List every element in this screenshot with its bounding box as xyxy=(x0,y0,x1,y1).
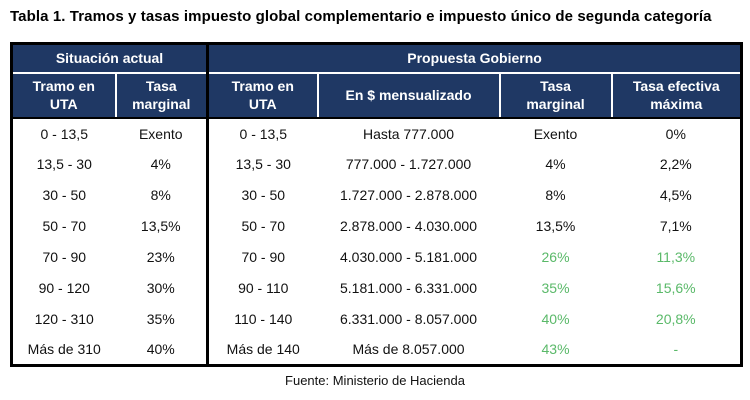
table-row: 13,5 - 30 4% 13,5 - 30 777.000 - 1.727.000 4… xyxy=(12,148,742,180)
cell-tasa-marginal-actual: 23% xyxy=(146,249,175,265)
column-header-tasa-efectiva-maxima: Tasa efectiva máxima xyxy=(610,72,742,119)
cell-tasa-efectiva-maxima: 15,6% xyxy=(655,280,696,296)
cell-tasa-efectiva-maxima: 7,1% xyxy=(659,218,692,234)
group-header-situacion-actual: Situación actual xyxy=(11,43,208,74)
cell-tramo-uta-actual: 70 - 90 xyxy=(42,249,87,265)
cell-tasa-efectiva-maxima: 2,2% xyxy=(659,156,692,172)
cell-tasa-marginal-actual: 35% xyxy=(146,311,175,327)
cell-tasa-marginal-actual: 13,5% xyxy=(140,218,181,234)
cell-tramo-uta-propuesta: 50 - 70 xyxy=(206,210,318,242)
cell-monto-mensualizado: Hasta 777.000 xyxy=(362,125,455,142)
table-body: 0 - 13,5 Exento 0 - 13,5 Hasta 777.000 Exent… xyxy=(12,117,742,366)
cell-tasa-marginal-propuesta: 26% xyxy=(541,249,570,265)
cell-tasa-marginal-propuesta: 35% xyxy=(541,280,570,296)
group-header-propuesta-gobierno: Propuesta Gobierno xyxy=(206,43,742,74)
source-note: Fuente: Ministerio de Hacienda xyxy=(285,373,465,388)
cell-tasa-marginal-propuesta: 4% xyxy=(545,156,566,172)
column-header-tramo-uta-actual: Tramo en UTA xyxy=(11,72,116,119)
cell-tasa-efectiva-maxima: 11,3% xyxy=(656,249,696,265)
cell-tramo-uta-propuesta: 110 - 140 xyxy=(206,303,318,335)
cell-tasa-efectiva-maxima: 4,5% xyxy=(659,187,692,203)
cell-tramo-uta-actual: Más de 310 xyxy=(27,341,101,358)
cell-tramo-uta-propuesta: 13,5 - 30 xyxy=(206,148,318,180)
cell-tasa-marginal-propuesta: 13,5% xyxy=(535,218,576,234)
cell-tasa-efectiva-maxima: 0% xyxy=(665,125,686,142)
cell-tramo-uta-actual: 30 - 50 xyxy=(42,187,87,203)
cell-tasa-marginal-actual: 4% xyxy=(150,156,171,172)
table-row: 120 - 310 35% 110 - 140 6.331.000 - 8.057.0… xyxy=(12,303,742,335)
table-header: Situación actual Propuesta Gobierno Tram… xyxy=(11,43,742,119)
cell-tramo-uta-propuesta: 90 - 110 xyxy=(206,272,318,304)
cell-tasa-marginal-propuesta: 8% xyxy=(545,187,566,203)
cell-tramo-uta-actual: 50 - 70 xyxy=(42,218,87,234)
cell-tramo-uta-actual: 13,5 - 30 xyxy=(36,156,92,172)
page-title: Tabla 1. Tramos y tasas impuesto global … xyxy=(10,8,712,25)
cell-tasa-marginal-propuesta: 43% xyxy=(541,341,570,358)
table-row: 90 - 120 30% 90 - 110 5.181.000 - 6.331.000… xyxy=(12,272,742,304)
cell-tasa-marginal-propuesta: 40% xyxy=(541,311,570,327)
cell-tasa-marginal-propuesta: Exento xyxy=(533,125,578,142)
column-header-row: Tramo en UTA Tasa marginal Tramo en UTA … xyxy=(11,72,742,119)
cell-monto-mensualizado: 2.878.000 - 4.030.000 xyxy=(340,218,478,234)
table-row: 70 - 90 23% 70 - 90 4.030.000 - 5.181.000 26… xyxy=(12,241,742,273)
cell-tramo-uta-propuesta: Más de 140 xyxy=(206,334,318,366)
cell-monto-mensualizado: 6.331.000 - 8.057.000 xyxy=(340,311,478,327)
column-header-tasa-marginal-propuesta: Tasa marginal xyxy=(498,72,612,119)
cell-monto-mensualizado: 4.030.000 - 5.181.000 xyxy=(340,249,478,265)
cell-tramo-uta-propuesta: 30 - 50 xyxy=(206,179,318,211)
cell-monto-mensualizado: 5.181.000 - 6.331.000 xyxy=(340,280,478,296)
table-row: 30 - 50 8% 30 - 50 1.727.000 - 2.878.000 8% 4… xyxy=(12,179,742,211)
column-header-monto-mensualizado: En $ mensualizado xyxy=(316,72,500,119)
cell-tasa-efectiva-maxima: - xyxy=(673,341,679,358)
cell-tasa-marginal-actual: 8% xyxy=(150,187,171,203)
column-header-tasa-marginal-actual: Tasa marginal xyxy=(114,72,208,119)
cell-tramo-uta-actual: 90 - 120 xyxy=(38,280,90,296)
table-row: Más de 310 40% Más de 140 Más de 8.057.000 4… xyxy=(12,334,742,366)
table-row: 50 - 70 13,5% 50 - 70 2.878.000 - 4.030.000… xyxy=(12,210,742,242)
table-row: 0 - 13,5 Exento 0 - 13,5 Hasta 777.000 Exent… xyxy=(12,117,742,149)
cell-tasa-marginal-actual: 40% xyxy=(146,341,175,358)
cell-tramo-uta-actual: 120 - 310 xyxy=(34,311,94,327)
cell-monto-mensualizado: 777.000 - 1.727.000 xyxy=(345,156,472,172)
column-header-tramo-uta-propuesta: Tramo en UTA xyxy=(206,72,318,119)
cell-tasa-marginal-actual: Exento xyxy=(138,125,183,142)
cell-monto-mensualizado: Más de 8.057.000 xyxy=(352,341,465,358)
cell-tasa-marginal-actual: 30% xyxy=(146,280,175,296)
cell-tramo-uta-propuesta: 0 - 13,5 xyxy=(206,117,318,149)
cell-tramo-uta-propuesta: 70 - 90 xyxy=(206,241,318,273)
cell-tasa-efectiva-maxima: 20,8% xyxy=(655,311,696,327)
group-header-row: Situación actual Propuesta Gobierno xyxy=(11,43,742,74)
tax-brackets-table: Situación actual Propuesta Gobierno Tram… xyxy=(10,42,744,367)
cell-monto-mensualizado: 1.727.000 - 2.878.000 xyxy=(340,187,478,203)
cell-tramo-uta-actual: 0 - 13,5 xyxy=(40,125,88,142)
